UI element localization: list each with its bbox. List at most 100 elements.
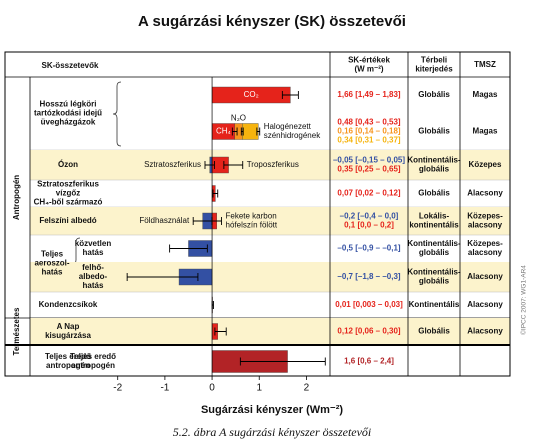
- error-bar: [281, 91, 299, 99]
- sub-label: közvetlen: [75, 239, 112, 248]
- extent: Globális: [418, 189, 450, 198]
- row-label: hatás: [42, 268, 63, 277]
- value-label: 0,1 [0,0 – 0,2]: [344, 221, 394, 230]
- header: kiterjedés: [415, 65, 453, 74]
- row-label: A Nap: [57, 322, 80, 331]
- header: TMSZ: [474, 60, 496, 69]
- extent: Globális: [418, 327, 450, 336]
- bar: [242, 123, 259, 140]
- bar-label: Földhasználat: [139, 216, 190, 225]
- tmsz: Magas: [473, 90, 498, 99]
- row-label: tartózkodási idejű: [34, 109, 102, 118]
- error-bar: [223, 161, 244, 169]
- row-background: [30, 262, 510, 292]
- value-label: –0,7 [–1,8 – –0,3]: [337, 272, 400, 281]
- header: (W m⁻²): [354, 65, 383, 74]
- credit: ©IPCC 2007: WG1-AR4: [520, 265, 528, 335]
- tmsz: alacsony: [468, 221, 503, 230]
- error-bar: [212, 189, 219, 198]
- header: Térbeli: [421, 56, 447, 65]
- row-label: CH₄-ből származó: [34, 198, 103, 207]
- row-label: Hosszú légköri: [40, 100, 97, 109]
- x-tick-label: 0: [209, 383, 215, 394]
- tmsz: Alacsony: [467, 189, 503, 198]
- row-label: üvegházgázok: [41, 118, 96, 127]
- sub-label: hatás: [83, 248, 104, 257]
- x-tick-label: -1: [160, 383, 169, 394]
- row-background: [30, 318, 510, 345]
- tmsz: Közepes-: [467, 212, 503, 221]
- bar-label: CH₄: [216, 127, 231, 136]
- sub-label: antropogén: [71, 361, 115, 370]
- row-label: antropogén: [46, 361, 90, 370]
- error-bar: [256, 127, 261, 136]
- tmsz: Közepes: [469, 160, 502, 169]
- extent: globális: [419, 165, 450, 174]
- value-label: –0,5 [–0,9 – –0,1]: [337, 244, 400, 253]
- extent: Globális: [418, 127, 450, 136]
- row-label: Sztratoszferikus: [37, 180, 99, 189]
- extent: globális: [419, 248, 450, 257]
- extent: kontinentális: [409, 221, 459, 230]
- header: SK-értékek: [348, 56, 390, 65]
- extent: Globális: [418, 90, 450, 99]
- caption: 5.2. ábra A sugárzási kényszer összetevő…: [173, 425, 372, 439]
- row-label: kisugárzása: [45, 331, 91, 340]
- frame: [4, 51, 511, 377]
- chart-title: A sugárzási kényszer (SK) összetevői: [138, 13, 406, 30]
- error-bar: [240, 127, 244, 136]
- bar-label: CO₂: [244, 90, 259, 99]
- extent: Kontinentális: [409, 300, 460, 309]
- tmsz: Alacsony: [467, 327, 503, 336]
- row-label: Ózon: [58, 160, 78, 169]
- value-label: –0,05 [–0,15 – 0,05]: [333, 156, 405, 165]
- extent: globális: [419, 277, 450, 286]
- value-label: 0,48 [0,43 – 0,53]: [337, 118, 400, 127]
- sub-label: felhő-: [82, 263, 104, 272]
- row-background: [30, 150, 510, 180]
- value-label: 0,34 [0,31 – 0,37]: [337, 136, 400, 145]
- row-label: vízgőz: [56, 189, 80, 198]
- extent: Kontinentális-: [407, 268, 461, 277]
- row-label: Teljes eredő: [45, 352, 91, 361]
- row-label: Felszíni albedó: [39, 216, 96, 225]
- bar-label: N₂O: [231, 114, 246, 123]
- extent: Kontinentális-: [407, 156, 461, 165]
- tmsz: Magas: [473, 127, 498, 136]
- tmsz: Alacsony: [467, 300, 503, 309]
- error-bar: [231, 127, 238, 136]
- value-label: 0,16 [0,14 – 0,18]: [337, 127, 400, 136]
- value-label: 0,07 [0,02 – 0,12]: [337, 189, 400, 198]
- row-label: aeroszol-: [34, 259, 69, 268]
- value-label: 0,01 [0,003 – 0,03]: [335, 300, 403, 309]
- bar-label: Sztratoszferikus: [144, 160, 201, 169]
- value-label: 0,12 [0,06 – 0,30]: [337, 327, 400, 336]
- value-label: 1,66 [1,49 – 1,83]: [337, 90, 400, 99]
- error-bar: [204, 161, 215, 169]
- row-label: Kondenzcsíkok: [39, 300, 98, 309]
- bar-label: szénhidrogének: [264, 131, 321, 140]
- error-bar: [126, 273, 199, 281]
- value-label: –0,2 [–0,4 – 0,0]: [340, 212, 399, 221]
- tmsz: alacsony: [468, 248, 503, 257]
- group-label: Természetes: [12, 307, 21, 355]
- sub-label: Teljes eredő: [70, 352, 116, 361]
- x-tick-label: 1: [256, 383, 262, 394]
- header: SK-összetevők: [42, 61, 99, 70]
- bar-label: hófelszín fölött: [226, 221, 278, 230]
- group-label: Antropogén: [12, 175, 21, 220]
- extent: Kontinentális-: [407, 239, 461, 248]
- extent: Lokális-: [419, 212, 450, 221]
- bar-label: Fekete karbon: [226, 212, 277, 221]
- x-tick-label: 2: [304, 383, 310, 394]
- error-bar: [169, 244, 208, 253]
- x-axis-label: Sugárzási kényszer (Wm⁻²): [201, 404, 343, 416]
- bar-label: Troposzferikus: [247, 160, 299, 169]
- row-label: Teljes: [41, 250, 64, 259]
- sub-label: hatás: [83, 281, 104, 290]
- value-label: 0,35 [0,25 – 0,65]: [337, 165, 400, 174]
- value-label: 1,6 [0,6 – 2,4]: [344, 357, 394, 366]
- sub-label: albedo-: [79, 272, 108, 281]
